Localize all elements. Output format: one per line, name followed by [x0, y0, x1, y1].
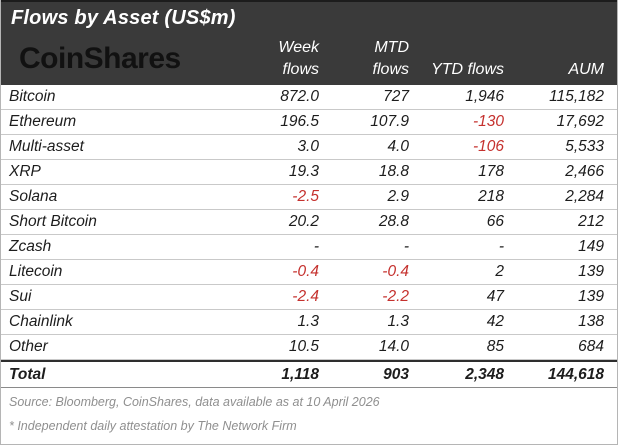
- table-row: Chainlink 1.3 1.3 42 138: [1, 310, 617, 335]
- ytd-flows-value: 47: [486, 288, 504, 305]
- mtd-flows-value: 4.0: [387, 138, 409, 155]
- week-flows-value: 10.5: [288, 338, 319, 355]
- asset-name: Bitcoin: [9, 88, 56, 105]
- week-flows-value: 19.3: [288, 163, 319, 180]
- asset-name: Sui: [9, 288, 32, 305]
- week-flows-value: 20.2: [288, 213, 319, 230]
- week-flows-value: -0.4: [292, 263, 319, 280]
- week-flows-value: 1.3: [297, 313, 319, 330]
- aum-value: 684: [578, 338, 604, 355]
- ytd-flows-value: -130: [472, 113, 504, 130]
- aum-value: 5,533: [565, 138, 604, 155]
- table-body: Bitcoin 872.0 727 1,946 115,182 Ethereum…: [1, 85, 617, 360]
- asset-name: Other: [9, 338, 48, 355]
- column-header-aum: AUM: [568, 61, 604, 78]
- table-row: Ethereum 196.5 107.9 -130 17,692: [1, 110, 617, 135]
- total-label: Total: [9, 365, 46, 383]
- table-row: Sui -2.4 -2.2 47 139: [1, 285, 617, 310]
- mtd-flows-value: -: [403, 238, 409, 255]
- mtd-flows-value: 1.3: [387, 313, 409, 330]
- table-row: Bitcoin 872.0 727 1,946 115,182: [1, 85, 617, 110]
- aum-value: 149: [578, 238, 604, 255]
- asset-name: XRP: [9, 163, 41, 180]
- week-flows-value: 196.5: [280, 113, 319, 130]
- aum-value: 2,466: [565, 163, 604, 180]
- week-flows-value: -2.4: [292, 288, 319, 305]
- column-header-week-flows: Week flows: [278, 39, 319, 78]
- ytd-flows-value: -106: [472, 138, 504, 155]
- ytd-flows-value: -: [498, 238, 504, 255]
- week-flows-value: -2.5: [292, 188, 319, 205]
- mtd-flows-value: -0.4: [382, 263, 409, 280]
- mtd-flows-value: 18.8: [378, 163, 409, 180]
- aum-value: 212: [578, 213, 604, 230]
- week-flows-value: 872.0: [280, 88, 319, 105]
- table-footer: Source: Bloomberg, CoinShares, data avai…: [1, 388, 617, 433]
- mtd-flows-value: 727: [383, 88, 409, 105]
- table-header: Flows by Asset (US$m) CoinShares Week fl…: [1, 0, 617, 85]
- ytd-flows-value: 42: [486, 313, 504, 330]
- attestation-note: * Independent daily attestation by The N…: [9, 419, 297, 433]
- ytd-flows-value: 218: [478, 188, 504, 205]
- page-title: Flows by Asset (US$m): [11, 7, 236, 29]
- column-header-ytd-flows: YTD flows: [431, 61, 504, 78]
- asset-name: Zcash: [9, 238, 52, 255]
- total-mtd-flows: 903: [383, 365, 409, 383]
- ytd-flows-value: 2: [495, 263, 504, 280]
- aum-value: 138: [578, 313, 604, 330]
- table-row: Litecoin -0.4 -0.4 2 139: [1, 260, 617, 285]
- table-row: Short Bitcoin 20.2 28.8 66 212: [1, 210, 617, 235]
- table-row: Other 10.5 14.0 85 684: [1, 335, 617, 360]
- total-week-flows: 1,118: [281, 365, 319, 383]
- total-row: Total 1,118 903 2,348 144,618: [1, 360, 617, 388]
- asset-name: Chainlink: [9, 313, 73, 330]
- asset-name: Solana: [9, 188, 58, 205]
- aum-value: 139: [578, 263, 604, 280]
- total-aum: 144,618: [547, 365, 604, 383]
- mtd-flows-value: 28.8: [378, 213, 409, 230]
- asset-name: Multi-asset: [9, 138, 84, 155]
- source-note: Source: Bloomberg, CoinShares, data avai…: [9, 395, 380, 409]
- table-row: Multi-asset 3.0 4.0 -106 5,533: [1, 135, 617, 160]
- column-header-mtd-flows: MTD flows: [372, 39, 409, 78]
- mtd-flows-value: 14.0: [378, 338, 409, 355]
- total-ytd-flows: 2,348: [465, 365, 504, 383]
- asset-name: Ethereum: [9, 113, 77, 130]
- coinshares-logo: CoinShares: [19, 41, 181, 75]
- header-band: CoinShares Week flows MTD flows YTD flow…: [1, 30, 617, 85]
- mtd-flows-value: 2.9: [387, 188, 409, 205]
- mtd-flows-value: -2.2: [382, 288, 409, 305]
- mtd-flows-value: 107.9: [370, 113, 409, 130]
- week-flows-value: 3.0: [297, 138, 319, 155]
- table-row: Solana -2.5 2.9 218 2,284: [1, 185, 617, 210]
- asset-name: Short Bitcoin: [9, 213, 97, 230]
- table-row: Zcash - - - 149: [1, 235, 617, 260]
- ytd-flows-value: 178: [478, 163, 504, 180]
- aum-value: 2,284: [565, 188, 604, 205]
- ytd-flows-value: 66: [486, 213, 504, 230]
- table-row: XRP 19.3 18.8 178 2,466: [1, 160, 617, 185]
- aum-value: 17,692: [556, 113, 604, 130]
- asset-name: Litecoin: [9, 263, 63, 280]
- aum-value: 139: [578, 288, 604, 305]
- aum-value: 115,182: [549, 88, 604, 105]
- ytd-flows-value: 1,946: [465, 88, 504, 105]
- week-flows-value: -: [313, 238, 319, 255]
- ytd-flows-value: 85: [486, 338, 504, 355]
